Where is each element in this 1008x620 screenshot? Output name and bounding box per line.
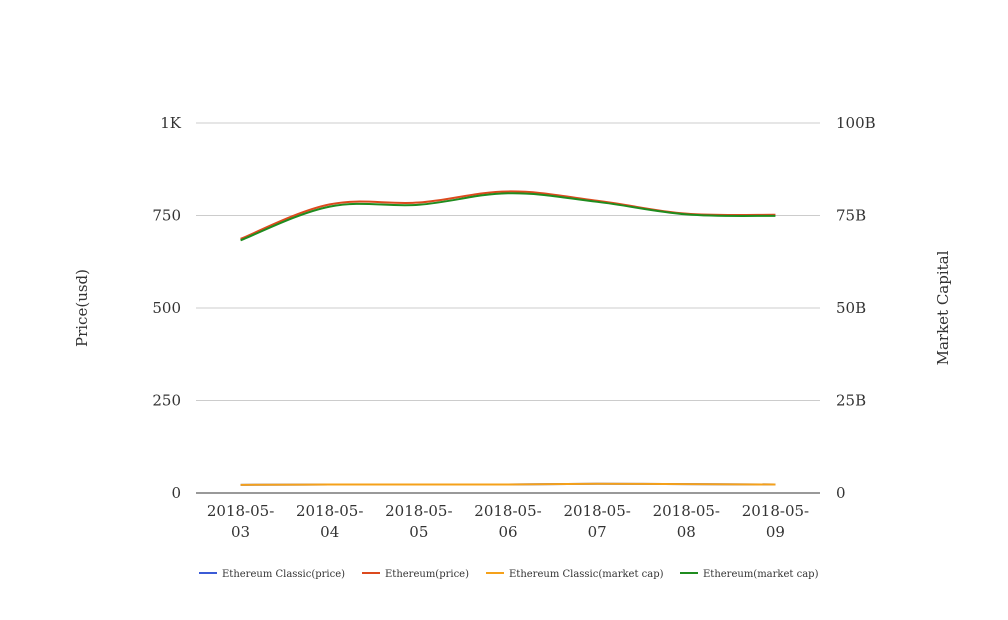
x-tick-label: 03 [231,523,250,541]
y2-tick-label: 0 [836,484,846,502]
x-tick-label: 2018-05- [207,502,274,520]
y2-tick-label: 100B [836,114,876,132]
x-tick-label: 2018-05- [474,502,541,520]
x-tick-label: 06 [498,523,517,541]
x-tick-label: 2018-05- [653,502,720,520]
series-line [240,482,776,486]
y-tick-label: 250 [152,392,181,410]
gridlines [196,122,820,401]
legend-label: Ethereum(price) [385,569,469,580]
y2-tick-label: 25B [836,392,866,410]
legend-label: Ethereum Classic(price) [222,569,345,580]
series-line [240,192,776,242]
x-tick-label: 04 [320,523,339,541]
y-tick-label: 500 [152,299,181,317]
x-tick-label: 05 [409,523,428,541]
legend-label: Ethereum Classic(market cap) [509,569,664,580]
y-tick-label: 750 [152,207,181,225]
y-axis-title: Price(usd) [73,269,91,347]
x-tick-label: 07 [588,523,607,541]
x-tick-label: 2018-05- [296,502,363,520]
x-tick-label: 2018-05- [385,502,452,520]
y2-tick-label: 50B [836,299,866,317]
y2-axis-title: Market Capital [934,250,952,365]
legend: Ethereum Classic(price) Ethereum(price) Et… [199,569,819,580]
x-tick-label: 09 [766,523,785,541]
y-tick-label: 1K [160,114,182,132]
series-lines [240,190,776,486]
x-tick-label: 08 [677,523,696,541]
axes: 0 250 500 750 1K 0 25B 50B 75B 100B 2018-05- 03 2018… [152,114,875,541]
x-tick-label: 2018-05- [742,502,809,520]
y-tick-label: 0 [171,484,181,502]
x-tick-label: 2018-05- [563,502,630,520]
y2-tick-label: 75B [836,207,866,225]
legend-label: Ethereum(market cap) [703,569,819,580]
